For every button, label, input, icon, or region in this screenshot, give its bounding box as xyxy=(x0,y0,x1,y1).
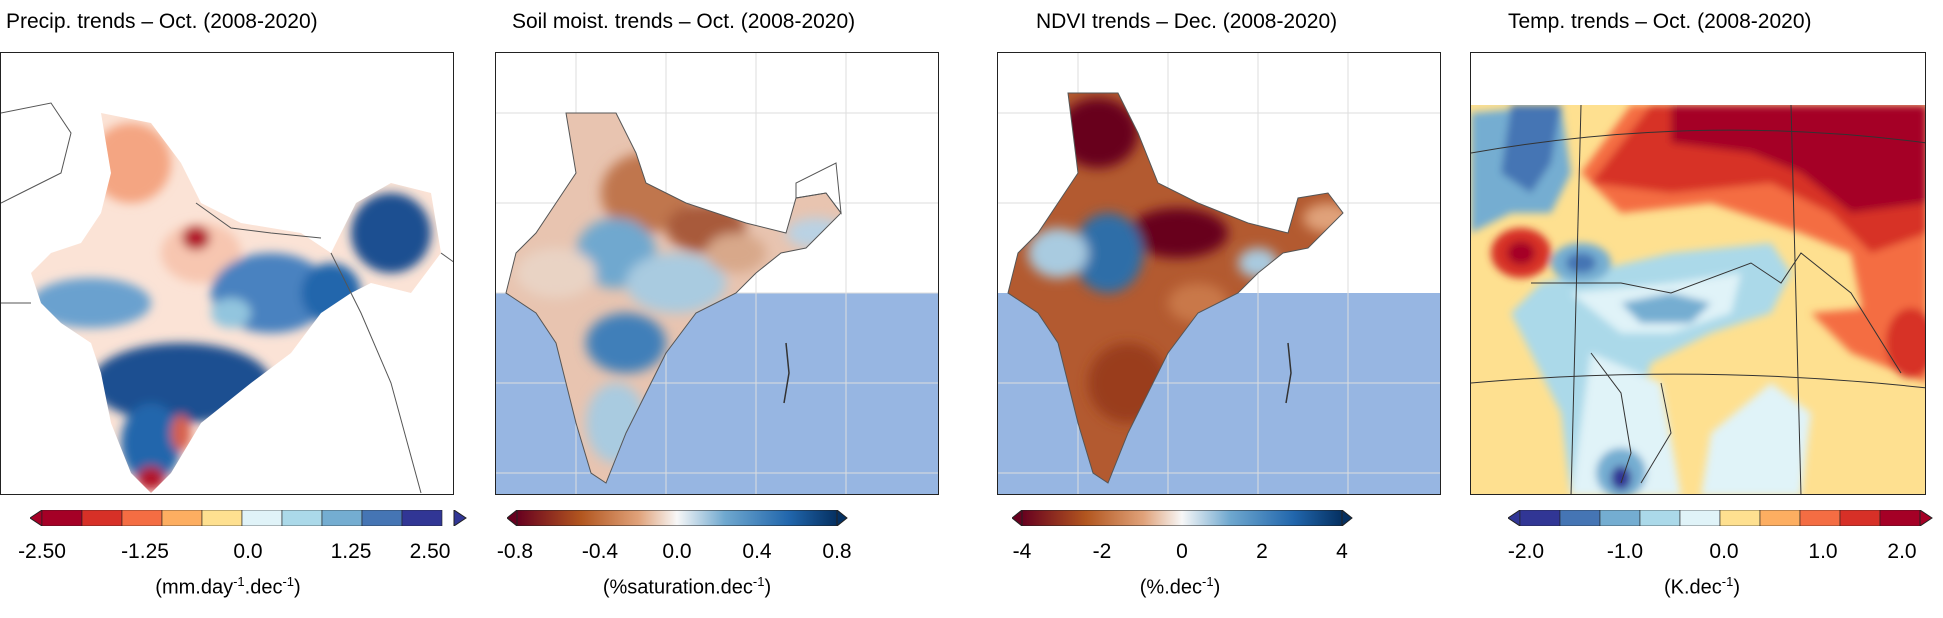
colorbar-cell xyxy=(121,510,163,526)
colorbar-ndvi xyxy=(1012,510,1353,526)
tick-label: 2.0 xyxy=(1887,540,1917,563)
colorbar-precip xyxy=(30,510,467,526)
colorbar-min-arrow-icon xyxy=(1012,510,1023,526)
colorbar-cell xyxy=(281,510,323,526)
tick-label: -2.50 xyxy=(18,540,66,563)
colorbar-temp xyxy=(1508,510,1933,526)
tick-label: 1.25 xyxy=(330,540,372,563)
tick-label: 1.0 xyxy=(1808,540,1838,563)
map-temp-canvas xyxy=(1471,104,1925,494)
colorbar-cell xyxy=(161,510,203,526)
map-precip xyxy=(0,52,454,495)
tick-label: -4 xyxy=(1012,540,1032,563)
colorbar-cell xyxy=(201,510,243,526)
tick-label: 0.8 xyxy=(822,540,852,563)
panel-ndvi: NDVI trends – Dec. (2008-2020) xyxy=(997,0,1447,618)
colorbar-cell xyxy=(1759,510,1801,526)
map-soil-canvas xyxy=(496,53,938,494)
colorbar-cell xyxy=(401,510,443,526)
colorbar-cell xyxy=(1719,510,1761,526)
tick-label: -2 xyxy=(1092,540,1112,563)
colorbar-unit: (%.dec-1) xyxy=(1139,574,1221,599)
tick-label: 0.0 xyxy=(662,540,692,563)
tick-label: -0.4 xyxy=(581,540,619,563)
colorbar-cell xyxy=(1879,510,1921,526)
panel-soil-moisture: Soil moist. trends – Oct. (2008-2020) xyxy=(495,0,945,618)
panel-temperature: Temp. trends – Oct. (2008-2020) xyxy=(1470,0,1940,618)
panel-title: Soil moist. trends – Oct. (2008-2020) xyxy=(512,10,856,33)
colorbar-cell xyxy=(1559,510,1601,526)
map-precip-canvas xyxy=(1,102,453,494)
colorbar-cell xyxy=(1679,510,1721,526)
map-ndvi xyxy=(997,52,1441,495)
tick-label: -2.0 xyxy=(1507,540,1545,563)
colorbar-min-arrow-icon xyxy=(1508,510,1521,526)
map-temperature xyxy=(1470,52,1926,495)
tick-label: 0.4 xyxy=(742,540,772,563)
colorbar-cell xyxy=(1639,510,1681,526)
tick-label: 2.50 xyxy=(409,540,451,563)
tick-label: -1.0 xyxy=(1606,540,1644,563)
panel-title: Temp. trends – Oct. (2008-2020) xyxy=(1508,10,1812,33)
colorbar-cell xyxy=(241,510,283,526)
panel-title: Precip. trends – Oct. (2008-2020) xyxy=(6,10,318,33)
map-soil-moisture xyxy=(495,52,939,495)
colorbar-cell xyxy=(361,510,403,526)
tick-label: 2 xyxy=(1256,540,1268,563)
tick-label: -1.25 xyxy=(121,540,169,563)
map-ndvi-canvas xyxy=(998,53,1440,494)
tick-label: 0.0 xyxy=(233,540,263,563)
colorbar-cell xyxy=(1519,510,1561,526)
tick-label: 0.0 xyxy=(1709,540,1739,563)
panel-title: NDVI trends – Dec. (2008-2020) xyxy=(1036,10,1338,33)
colorbar-cell xyxy=(1599,510,1641,526)
colorbar-max-arrow-icon xyxy=(836,510,848,526)
colorbar-unit: (K.dec-1) xyxy=(1663,574,1741,599)
colorbar-unit: (mm.day-1.dec-1) xyxy=(155,574,301,599)
panel-precip: Precip. trends – Oct. (2008-2020) xyxy=(0,0,470,618)
colorbar-max-arrow-icon xyxy=(1341,510,1353,526)
colorbar-unit: (%saturation.dec-1) xyxy=(602,574,772,599)
colorbar-cell xyxy=(1839,510,1881,526)
colorbar-soil xyxy=(507,510,848,526)
colorbar-min-arrow-icon xyxy=(507,510,518,526)
colorbar-cell xyxy=(321,510,363,526)
colorbar-cell xyxy=(41,510,83,526)
colorbar-cell xyxy=(81,510,123,526)
tick-label: 4 xyxy=(1336,540,1348,563)
colorbar-max-arrow-icon xyxy=(1919,510,1933,526)
colorbar-min-arrow-icon xyxy=(30,510,43,526)
colorbar-cell xyxy=(1799,510,1841,526)
tick-label: -0.8 xyxy=(496,540,534,563)
colorbar-max-arrow-icon xyxy=(453,510,467,526)
tick-label: 0 xyxy=(1176,540,1188,563)
